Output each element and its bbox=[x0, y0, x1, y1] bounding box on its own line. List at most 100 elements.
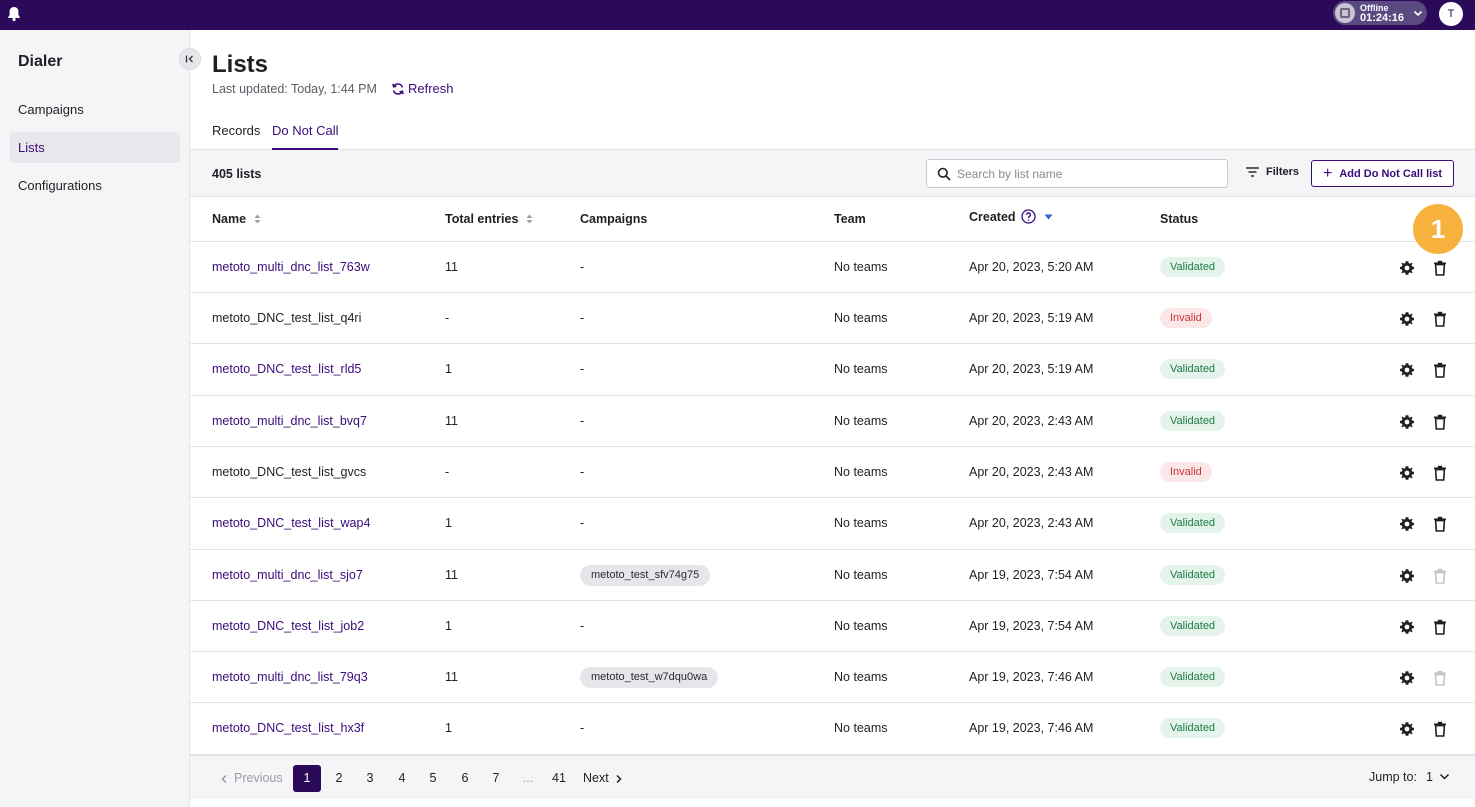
page-button-6[interactable]: 6 bbox=[461, 771, 469, 785]
filters-button[interactable]: Filters bbox=[1245, 166, 1299, 178]
agent-status-selector[interactable]: Offline 01:24:16 bbox=[1333, 1, 1427, 25]
created-date: Apr 19, 2023, 7:46 AM bbox=[969, 721, 1094, 735]
jump-to-page[interactable]: Jump to: 1 bbox=[1369, 770, 1450, 784]
tab-bar: Records Do Not Call bbox=[190, 112, 1475, 150]
gear-icon[interactable] bbox=[1399, 311, 1415, 327]
team-value: No teams bbox=[834, 260, 888, 274]
page-button-7[interactable]: 7 bbox=[492, 771, 500, 785]
trash-icon[interactable] bbox=[1433, 414, 1449, 430]
page-button-3[interactable]: 3 bbox=[366, 771, 374, 785]
bell-icon[interactable] bbox=[7, 6, 23, 22]
status-badge: Validated bbox=[1160, 718, 1226, 738]
page-button-1[interactable]: 1 bbox=[293, 765, 321, 792]
list-name-link[interactable]: metoto_multi_dnc_list_bvq7 bbox=[212, 414, 367, 428]
gear-icon[interactable] bbox=[1399, 260, 1415, 276]
status-badge: Validated bbox=[1160, 411, 1226, 431]
gear-icon[interactable] bbox=[1399, 516, 1415, 532]
page-button-5[interactable]: 5 bbox=[429, 771, 437, 785]
help-icon[interactable] bbox=[1020, 209, 1036, 224]
total-entries: 1 bbox=[445, 619, 452, 633]
gear-icon[interactable] bbox=[1399, 619, 1415, 635]
chevron-left-icon bbox=[221, 774, 227, 783]
trash-icon[interactable] bbox=[1433, 260, 1449, 276]
created-date: Apr 20, 2023, 2:43 AM bbox=[969, 465, 1094, 479]
filters-label: Filters bbox=[1266, 166, 1300, 178]
created-date: Apr 20, 2023, 5:19 AM bbox=[969, 362, 1094, 376]
campaign-chip[interactable]: metoto_test_w7dqu0wa bbox=[580, 667, 719, 688]
chevron-down-icon bbox=[1412, 7, 1424, 19]
trash-icon[interactable] bbox=[1433, 619, 1449, 635]
sort-icon bbox=[526, 214, 533, 224]
list-count: 405 lists bbox=[212, 167, 262, 181]
sidebar-item-configurations[interactable]: Configurations bbox=[18, 178, 102, 193]
status-badge: Invalid bbox=[1160, 462, 1212, 482]
table-row: metoto_DNC_test_list_rld5 1 - No teams Apr 2… bbox=[190, 344, 1475, 396]
tab-do-not-call[interactable]: Do Not Call bbox=[272, 123, 339, 150]
table-row: metoto_DNC_test_list_wap4 1 - No teams Apr 2… bbox=[190, 498, 1475, 550]
sidebar-title: Dialer bbox=[18, 53, 63, 70]
trash-icon[interactable] bbox=[1433, 465, 1449, 481]
pagination: Previous 1 2 3 4 5 6 7 ... 41 Next Jump … bbox=[190, 755, 1475, 799]
previous-page-button[interactable]: Previous bbox=[220, 765, 283, 792]
next-page-button[interactable]: Next bbox=[583, 765, 623, 792]
page-button-4[interactable]: 4 bbox=[398, 771, 406, 785]
page-button-2[interactable]: 2 bbox=[335, 771, 343, 785]
gear-icon[interactable] bbox=[1399, 362, 1415, 378]
sidebar-item-campaigns[interactable]: Campaigns bbox=[18, 102, 84, 117]
column-header-created[interactable]: Created bbox=[969, 209, 1053, 224]
list-name-link[interactable]: metoto_DNC_test_list_hx3f bbox=[212, 721, 365, 735]
trash-icon[interactable] bbox=[1433, 311, 1449, 327]
total-entries: 1 bbox=[445, 516, 452, 530]
search-input[interactable] bbox=[957, 166, 1217, 181]
campaign-value: - bbox=[580, 465, 585, 479]
sidebar-item-lists[interactable]: Lists bbox=[10, 132, 180, 163]
status-badge: Validated bbox=[1160, 257, 1226, 277]
trash-icon[interactable] bbox=[1433, 362, 1449, 378]
gear-icon[interactable] bbox=[1399, 670, 1415, 686]
gear-icon[interactable] bbox=[1399, 465, 1415, 481]
column-header-status: Status bbox=[1160, 212, 1199, 226]
top-bar: Offline 01:24:16 T bbox=[0, 0, 1475, 30]
gear-icon[interactable] bbox=[1399, 568, 1415, 584]
list-name-link[interactable]: metoto_DNC_test_list_wap4 bbox=[212, 516, 371, 530]
column-header-campaigns: Campaigns bbox=[580, 212, 648, 226]
column-header-name[interactable]: Name bbox=[212, 212, 261, 226]
created-date: Apr 20, 2023, 2:43 AM bbox=[969, 414, 1094, 428]
list-name: metoto_DNC_test_list_gvcs bbox=[212, 465, 367, 479]
refresh-icon bbox=[392, 82, 404, 95]
refresh-button[interactable]: Refresh bbox=[391, 81, 454, 96]
plus-icon: + bbox=[1322, 164, 1333, 182]
jump-to-value[interactable]: 1 bbox=[1425, 770, 1433, 784]
table-header: Name Total entries Campaigns Team Create… bbox=[190, 197, 1475, 242]
search-icon bbox=[937, 167, 951, 181]
campaign-value: - bbox=[580, 311, 585, 325]
page-ellipsis: ... bbox=[522, 771, 534, 785]
status-timer: 01:24:16 bbox=[1360, 12, 1405, 24]
table-row: metoto_DNC_test_list_hx3f 1 - No teams Apr 1… bbox=[190, 703, 1475, 755]
trash-icon bbox=[1433, 670, 1449, 686]
collapse-sidebar-button[interactable] bbox=[179, 48, 201, 70]
list-name-link[interactable]: metoto_multi_dnc_list_763w bbox=[212, 260, 370, 274]
gear-icon[interactable] bbox=[1399, 414, 1415, 430]
list-name-link[interactable]: metoto_multi_dnc_list_79q3 bbox=[212, 670, 368, 684]
column-header-team: Team bbox=[834, 212, 866, 226]
total-entries: 11 bbox=[445, 568, 458, 582]
total-entries: - bbox=[445, 465, 450, 479]
page-button-41[interactable]: 41 bbox=[552, 771, 566, 785]
avatar[interactable]: T bbox=[1439, 2, 1463, 26]
list-name-link[interactable]: metoto_DNC_test_list_rld5 bbox=[212, 362, 362, 376]
add-dnc-list-button[interactable]: + Add Do Not Call list bbox=[1311, 160, 1454, 187]
trash-icon[interactable] bbox=[1433, 721, 1449, 737]
chevron-right-icon bbox=[616, 774, 622, 783]
tab-records[interactable]: Records bbox=[212, 123, 261, 138]
search-box[interactable] bbox=[926, 159, 1228, 188]
campaign-chip[interactable]: metoto_test_sfv74g75 bbox=[580, 565, 711, 586]
column-header-total-entries[interactable]: Total entries bbox=[445, 212, 533, 226]
list-name-link[interactable]: metoto_DNC_test_list_job2 bbox=[212, 619, 365, 633]
gear-icon[interactable] bbox=[1399, 721, 1415, 737]
list-name-link[interactable]: metoto_multi_dnc_list_sjo7 bbox=[212, 568, 363, 582]
jump-to-label: Jump to: bbox=[1369, 770, 1417, 784]
trash-icon[interactable] bbox=[1433, 516, 1449, 532]
campaign-value: - bbox=[580, 260, 585, 274]
table-row: metoto_DNC_test_list_job2 1 - No teams Apr 1… bbox=[190, 601, 1475, 652]
